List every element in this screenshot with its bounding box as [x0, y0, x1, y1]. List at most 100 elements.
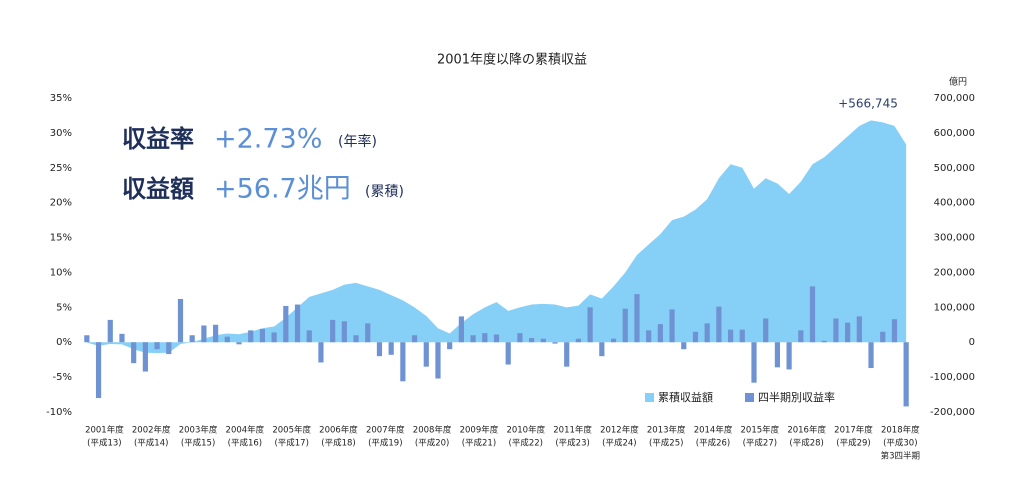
x-tick-label: 2017年度	[834, 425, 873, 436]
bar	[271, 332, 277, 343]
bar	[84, 335, 90, 343]
x-tick-label: 2013年度	[647, 425, 686, 436]
bar	[189, 335, 195, 343]
bar	[376, 342, 383, 357]
bar	[845, 322, 851, 343]
y2-tick-label: 100,000	[934, 302, 975, 313]
bar	[447, 342, 453, 350]
x-tick-sublabel: (平成13)	[87, 438, 121, 449]
x-tick-label: 2008年度	[413, 425, 452, 436]
bar	[739, 329, 745, 343]
x-tick-sublabel: (平成14)	[134, 438, 168, 449]
bar	[131, 342, 137, 364]
x-tick-label: 2006年度	[319, 425, 358, 436]
bar	[669, 309, 675, 343]
bar	[119, 333, 125, 343]
x-tick-sublabel: (平成18)	[321, 438, 355, 449]
x-tick-sublabel: (平成25)	[649, 438, 683, 449]
y2-tick-label: 200,000	[934, 267, 975, 278]
bar	[388, 342, 394, 355]
highlight-label: 収益率	[122, 125, 194, 153]
bar	[166, 342, 172, 355]
bar	[692, 331, 699, 343]
bar	[751, 342, 757, 383]
bar	[224, 336, 230, 343]
bar	[294, 304, 301, 343]
x-tick-sublabel: (平成16)	[228, 438, 262, 449]
bar	[212, 324, 219, 343]
x-tick-sublabel: (平成15)	[181, 438, 215, 449]
bar	[330, 319, 336, 343]
x-tick-sublabel: (平成22)	[509, 438, 543, 449]
bar	[236, 342, 242, 345]
bar	[646, 330, 652, 343]
y-tick-label: 10%	[50, 267, 72, 278]
x-tick-label: 2015年度	[741, 425, 780, 436]
x-tick-note: 第3四半期	[881, 451, 920, 462]
bar	[821, 340, 827, 343]
bar	[306, 330, 312, 343]
x-tick-label: 2004年度	[226, 425, 265, 436]
highlight-value: +2.73%	[214, 124, 322, 155]
bar	[517, 333, 523, 343]
x-tick-sublabel: (平成27)	[743, 438, 777, 449]
x-tick-sublabel: (平成26)	[696, 438, 730, 449]
highlight-note: (年率)	[338, 133, 377, 150]
x-tick-sublabel: (平成28)	[789, 438, 823, 449]
bar	[575, 338, 582, 343]
bar	[599, 342, 605, 357]
legend-label: 累積収益額	[658, 390, 713, 404]
x-tick-sublabel: (平成30)	[883, 438, 917, 449]
bar	[880, 331, 886, 343]
x-tick-label: 2016年度	[787, 425, 826, 436]
bar	[458, 316, 464, 343]
bar	[177, 298, 184, 343]
bar	[411, 335, 418, 343]
bar	[283, 305, 289, 343]
x-tick-sublabel: (平成24)	[602, 438, 636, 449]
y2-tick-label: 300,000	[934, 233, 975, 244]
bar	[809, 286, 816, 343]
bar	[505, 342, 511, 365]
bar	[95, 342, 102, 399]
y-tick-label: 35%	[50, 93, 72, 104]
x-tick-label: 2007年度	[366, 425, 405, 436]
bar	[318, 342, 324, 363]
x-tick-label: 2005年度	[272, 425, 311, 436]
legend-swatch	[645, 393, 654, 402]
x-tick-sublabel: (平成19)	[368, 438, 402, 449]
legend-swatch	[745, 393, 754, 402]
bar	[610, 338, 617, 343]
bar	[259, 328, 266, 343]
bar	[634, 294, 640, 343]
bar	[107, 319, 113, 343]
bar	[587, 307, 593, 343]
y2-tick-label: -100,000	[930, 372, 975, 383]
bar	[763, 318, 769, 343]
bar	[868, 342, 874, 369]
y-tick-label: -10%	[46, 407, 72, 418]
bar	[154, 342, 160, 350]
x-tick-label: 2002年度	[132, 425, 171, 436]
bar	[365, 323, 371, 343]
y-tick-label: 15%	[50, 233, 72, 244]
area	[86, 120, 907, 354]
highlight-label: 収益額	[122, 175, 194, 203]
x-tick-label: 2003年度	[179, 425, 218, 436]
bar	[470, 335, 476, 343]
x-tick-sublabel: (平成23)	[555, 438, 589, 449]
y2-tick-label: 0	[969, 337, 975, 348]
x-tick-label: 2012年度	[600, 425, 639, 436]
bar	[856, 316, 862, 343]
y-tick-label: 30%	[50, 128, 72, 139]
bar	[716, 306, 722, 343]
y-tick-label: -5%	[53, 372, 72, 383]
y-tick-label: 0%	[56, 337, 72, 348]
highlight-note: (累積)	[365, 184, 404, 200]
bar	[657, 324, 663, 343]
bar	[564, 342, 570, 367]
bar	[353, 335, 359, 343]
legend-label: 四半期別収益率	[758, 390, 835, 404]
x-tick-sublabel: (平成17)	[274, 438, 308, 449]
